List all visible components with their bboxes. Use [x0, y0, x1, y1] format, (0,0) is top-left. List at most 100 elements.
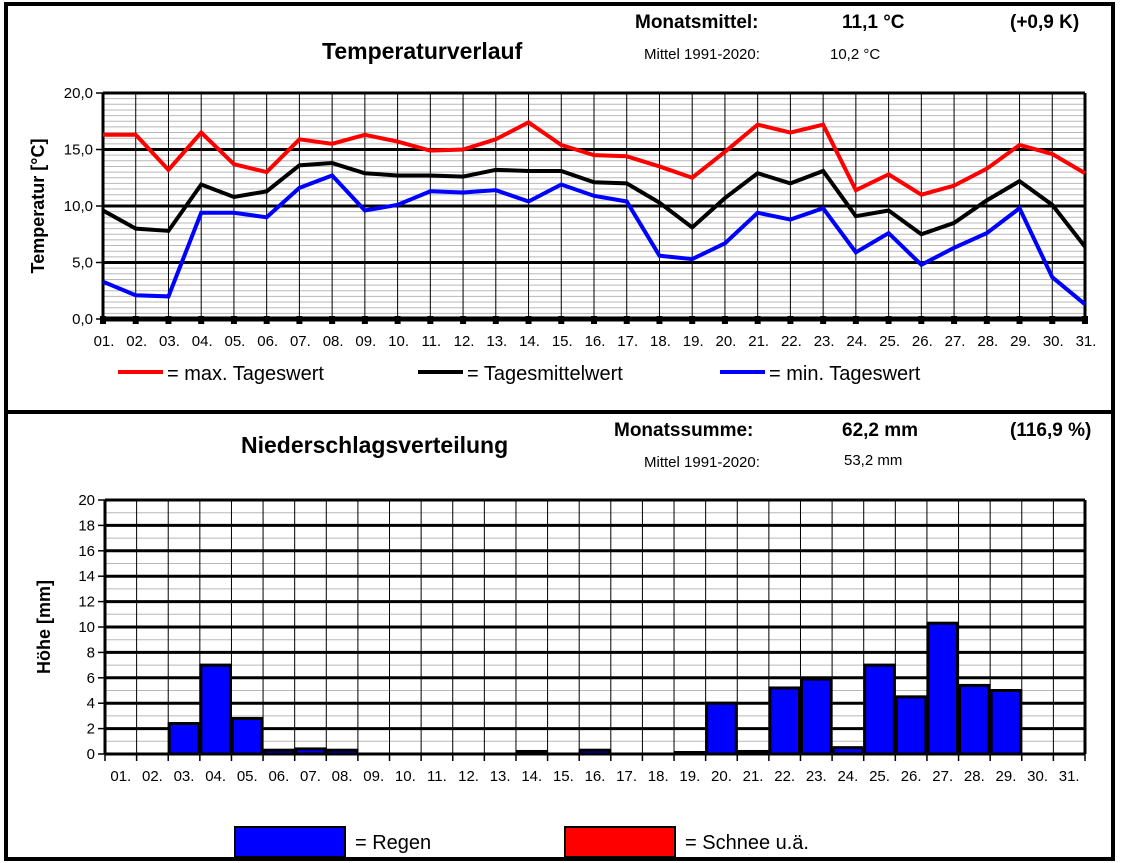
- x-tick-mark: [754, 316, 761, 324]
- x-tick-label: 01.: [110, 768, 131, 785]
- x-tick-mark: [1049, 316, 1056, 324]
- x-tick-label: 21.: [743, 768, 764, 785]
- x-tick-mark: [721, 316, 728, 324]
- x-tick-mark: [263, 316, 270, 324]
- x-tick-label: 29.: [996, 768, 1017, 785]
- y-tick-label: 2: [87, 721, 95, 738]
- y-tick-label: 4: [87, 695, 95, 712]
- x-tick-mark: [983, 316, 990, 324]
- y-tick-label: 14: [78, 568, 95, 585]
- temperature-reference-value: 10,2 °C: [830, 46, 881, 63]
- x-tick-label: 22.: [781, 333, 802, 350]
- legend-swatch-0: [234, 826, 346, 858]
- x-tick-label: 08.: [323, 333, 344, 350]
- x-tick-label: 04.: [192, 333, 213, 350]
- x-tick-label: 03.: [174, 768, 195, 785]
- y-tick-label: 6: [87, 670, 95, 687]
- x-tick-label: 18.: [650, 333, 671, 350]
- precipitation-anomaly: (116,9 %): [1010, 420, 1092, 441]
- x-tick-label: 09.: [355, 333, 376, 350]
- x-tick-label: 19.: [683, 333, 704, 350]
- x-tick-mark: [623, 316, 630, 324]
- x-tick-label: 12.: [458, 768, 479, 785]
- precipitation-bar: [578, 748, 612, 756]
- y-tick-label: 0: [87, 746, 95, 763]
- x-tick-label: 26.: [912, 333, 933, 350]
- x-tick-mark: [820, 316, 827, 324]
- x-tick-mark: [656, 316, 663, 324]
- x-tick-label: 21.: [748, 333, 769, 350]
- x-tick-label: 13.: [486, 333, 507, 350]
- x-tick-label: 31.: [1059, 768, 1080, 785]
- x-tick-label: 17.: [616, 768, 637, 785]
- x-tick-label: 25.: [879, 333, 900, 350]
- monthly-mean-value: 11,1 °C: [842, 12, 905, 33]
- temperature-chart-title: Temperaturverlauf: [322, 38, 523, 64]
- x-tick-mark: [132, 316, 139, 324]
- x-tick-mark: [198, 316, 205, 324]
- x-tick-label: 11.: [421, 333, 441, 350]
- x-tick-label: 28.: [964, 768, 985, 785]
- x-tick-mark: [591, 316, 597, 324]
- x-tick-label: 11.: [427, 768, 447, 785]
- precipitation-bar: [958, 683, 991, 756]
- x-tick-mark: [460, 316, 467, 324]
- x-tick-mark: [1082, 316, 1088, 324]
- x-tick-mark: [885, 316, 892, 324]
- x-tick-label: 16.: [585, 333, 606, 350]
- y-tick-label: 20,0: [64, 85, 93, 102]
- y-tick-label: 20: [78, 492, 95, 509]
- x-tick-label: 04.: [205, 768, 226, 785]
- x-tick-label: 19.: [679, 768, 700, 785]
- x-tick-label: 08.: [332, 768, 353, 785]
- precipitation-bar: [515, 749, 549, 756]
- precipitation-bar: [325, 748, 359, 756]
- x-tick-label: 07.: [300, 768, 321, 785]
- y-tick-label: 0,0: [72, 311, 93, 328]
- x-tick-label: 09.: [363, 768, 384, 785]
- y-tick-label: 16: [78, 543, 95, 560]
- x-tick-label: 06.: [257, 333, 278, 350]
- x-tick-label: 13.: [490, 768, 511, 785]
- x-tick-label: 10.: [395, 768, 416, 785]
- x-tick-mark: [852, 316, 859, 324]
- x-tick-label: 10.: [388, 333, 409, 350]
- temperature-chart: 0,0 5,0 10,0 15,0 20,0 01. 02. 03. 04. 05. 06. 07. 0…: [28, 85, 1096, 385]
- temperature-panel: Temperaturverlauf Monatsmittel: 11,1 °C …: [4, 2, 1115, 414]
- precipitation-bar: [768, 686, 801, 756]
- x-tick-mark: [100, 316, 106, 324]
- x-tick-label: 14.: [521, 768, 542, 785]
- x-tick-mark: [1016, 316, 1023, 324]
- x-tick-label: 01.: [94, 333, 115, 350]
- x-tick-mark: [329, 316, 336, 324]
- x-tick-label: 27.: [945, 333, 966, 350]
- x-tick-label: 30.: [1027, 768, 1048, 785]
- x-tick-mark: [558, 316, 565, 324]
- x-tick-mark: [361, 316, 368, 324]
- x-tick-label: 02.: [142, 768, 163, 785]
- x-tick-label: 22.: [774, 768, 795, 785]
- x-tick-label: 30.: [1043, 333, 1064, 350]
- x-tick-label: 20.: [716, 333, 737, 350]
- y-tick-label: 18: [78, 517, 95, 534]
- y-tick-label: 10,0: [64, 198, 93, 215]
- y-axis-label: Höhe [mm]: [34, 580, 54, 674]
- legend-swatch-1: [564, 826, 676, 858]
- precipitation-bar: [705, 701, 738, 756]
- precipitation-reference-label: Mittel 1991-2020:: [644, 454, 760, 471]
- precipitation-bar: [167, 722, 201, 756]
- precipitation-chart: 0 2 4 6 8 10 12 14 16 18 20 01. 02. 03. 04. 05. 06. 07. 08…: [34, 492, 1087, 858]
- x-tick-label: 15.: [553, 768, 574, 785]
- y-tick-label: 12: [78, 594, 95, 611]
- y-tick-label: 5,0: [72, 255, 93, 272]
- precipitation-bar: [894, 695, 928, 756]
- monthly-mean-label: Monatsmittel:: [635, 12, 759, 33]
- x-tick-label: 25.: [869, 768, 890, 785]
- precipitation-chart-title: Niederschlagsverteilung: [241, 432, 509, 458]
- x-tick-label: 14.: [519, 333, 540, 350]
- x-tick-label: 15.: [552, 333, 573, 350]
- x-tick-label: 23.: [806, 768, 827, 785]
- x-tick-mark: [951, 316, 958, 324]
- temperature-reference-label: Mittel 1991-2020:: [644, 46, 760, 63]
